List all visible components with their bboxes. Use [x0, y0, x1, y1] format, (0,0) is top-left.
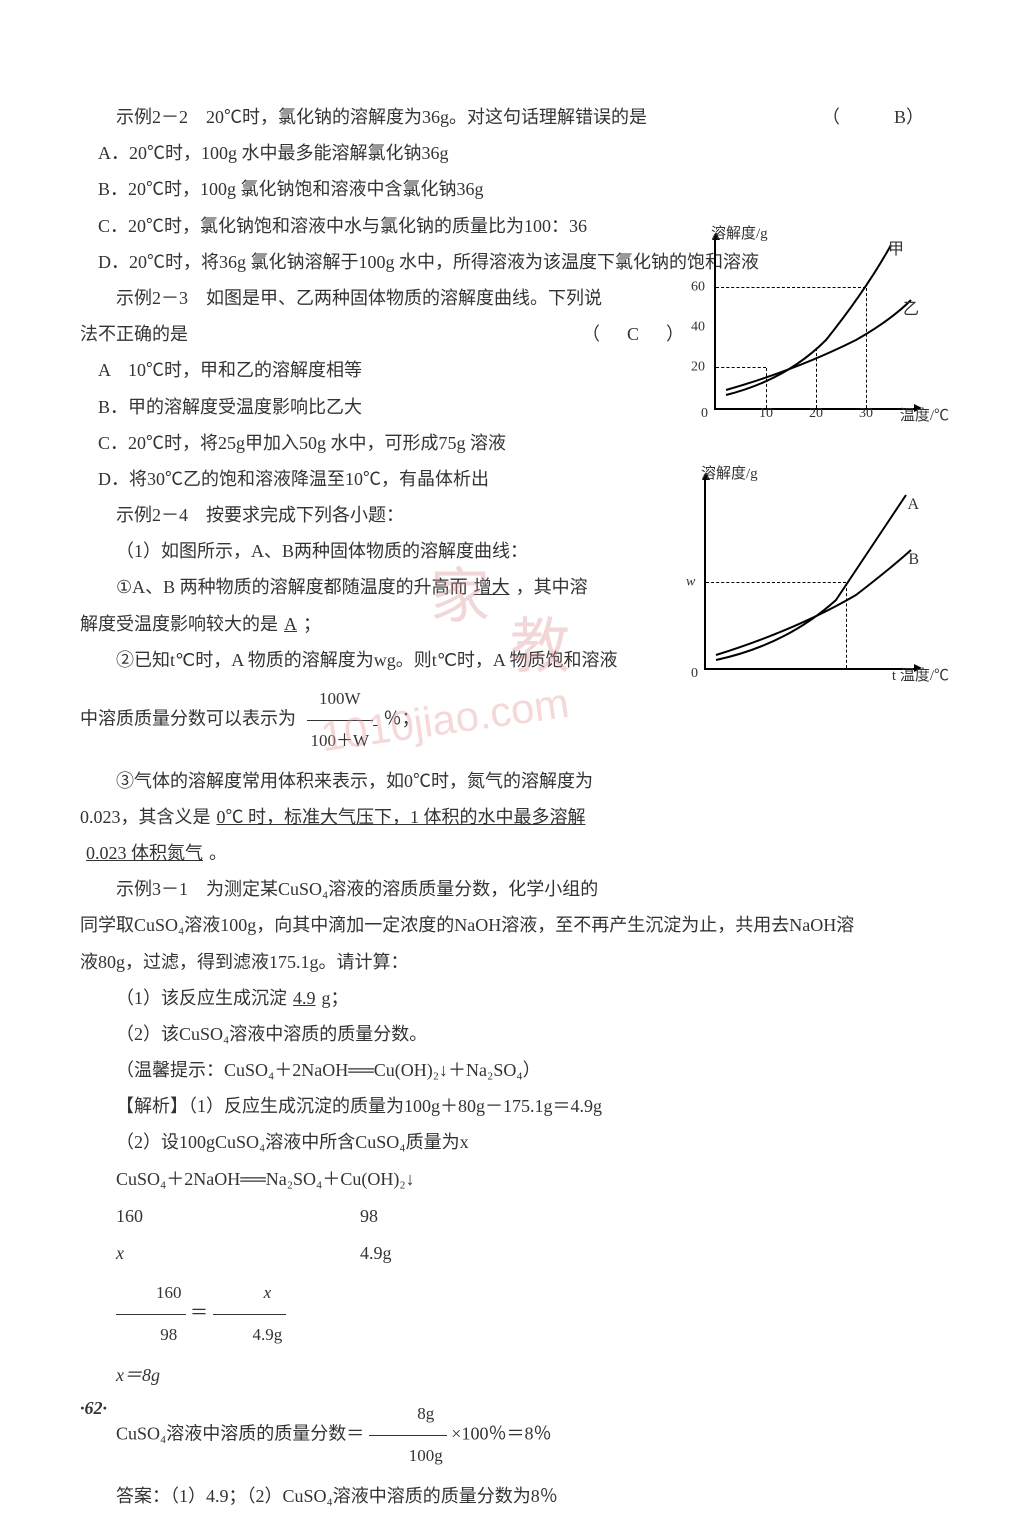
calc-v1: x: [80, 1236, 360, 1270]
ex3-1-q1-ans: 4.9: [287, 988, 322, 1008]
ex2-2-optA: A．20℃时，100g 水中最多能溶解氯化钠36g: [80, 136, 944, 170]
result-frac-tail: ×100％＝8％: [451, 1423, 551, 1443]
ex2-2-optB: B．20℃时，100g 氯化钠饱和溶液中含氯化钠36g: [80, 172, 944, 206]
final-answer: 答案：（1）4.9；（2）CuSO₄溶液中溶质的质量分数为8％: [80, 1479, 944, 1513]
chart1-curve-jia: 甲: [888, 235, 904, 265]
calc-m1: 160: [80, 1199, 360, 1233]
ex2-4-frac-num: 100W: [307, 679, 374, 721]
ex2-4-q3ans2-line: 0.023 体积氮气。: [80, 836, 944, 870]
solubility-chart-1: 溶解度/g 温度/℃ 0 20 40 60 10 20 30 甲 乙: [714, 240, 914, 410]
ex2-4-q1c-ans: A: [278, 614, 303, 634]
answer-2-3: C: [618, 317, 648, 351]
chart2-origin: 0: [691, 661, 698, 688]
ex2-4-q1a-ans: 增大: [468, 577, 516, 597]
ex2-3-header2: 法不正确的是: [80, 324, 188, 344]
ex2-4-q2b: 中溶质质量分数可以表示为: [80, 708, 296, 728]
ratio-den2: 4.9g: [213, 1315, 287, 1356]
ex3-1-q1-unit: g；: [322, 988, 349, 1008]
ex3-1-q1: （1）该反应生成沉淀: [116, 988, 287, 1008]
chart1-ytick-20: 20: [691, 355, 705, 382]
chart1-origin: 0: [701, 401, 708, 428]
ex3-1-q2: （2）该CuSO₄溶液中溶质的质量分数。: [80, 1017, 944, 1051]
ex3-1-analysis-line: 【解析】（1）反应生成沉淀的质量为100g＋80g－175.1g＝4.9g: [80, 1089, 944, 1123]
ratio-num1: 160: [116, 1273, 186, 1315]
result-frac-label: CuSO₄溶液中溶质的质量分数＝: [116, 1423, 364, 1443]
ratio-num2: x: [213, 1273, 287, 1315]
chart1-ytick-60: 60: [691, 275, 705, 302]
ratio-frac1: 160 98: [116, 1273, 186, 1356]
ex3-1-hint: （温馨提示：CuSO₄＋2NaOH══Cu(OH)₂↓＋Na₂SO₄）: [80, 1053, 944, 1087]
ex3-1-eq: CuSO₄＋2NaOH══Na₂SO₄＋Cu(OH)₂↓: [80, 1162, 944, 1196]
ex2-4-frac-den: 100＋W: [307, 721, 374, 762]
result-x: x＝8g: [80, 1358, 944, 1392]
ex3-1-a2: （2）设100gCuSO₄溶液中所含CuSO₄质量为x: [80, 1125, 944, 1159]
ex2-4-frac: 100W 100＋W: [307, 679, 374, 762]
ex3-1-a1: （1）反应生成沉淀的质量为100g＋80g－175.1g＝4.9g: [188, 1096, 602, 1116]
ex3-1-line2: 同学取CuSO₄溶液100g，向其中滴加一定浓度的NaOH溶液，至不再产生沉淀为…: [80, 908, 944, 942]
result-frac-den: 100g: [369, 1436, 447, 1477]
ex2-2-header: 示例2－2 20℃时，氯化钠的溶解度为36g。对这句话理解错误的是 （ B ）: [80, 100, 944, 134]
page-content: 示例2－2 20℃时，氯化钠的溶解度为36g。对这句话理解错误的是 （ B ） …: [80, 100, 944, 1513]
calc-m2: 98: [360, 1199, 510, 1233]
chart2-curves: [706, 480, 916, 670]
answer-2-2: B: [858, 100, 888, 134]
ex2-4-q3b: 0.023，其含义是: [80, 807, 211, 827]
ex2-4-q1d: ；: [303, 614, 321, 634]
ex2-4-frac-wrap: 100W 100＋W: [301, 708, 384, 728]
ex2-4-q1a: ①A、B 两种物质的溶解度都随温度的升高而: [116, 577, 468, 597]
chart1-curve-yi: 乙: [903, 295, 919, 325]
chart1-curves: [716, 240, 916, 410]
ex3-1-line3: 液80g，过滤，得到滤液175.1g。请计算：: [80, 945, 944, 979]
ex2-4-q2c: ％；: [384, 708, 420, 728]
ex3-1-analysis-label: 【解析】: [116, 1096, 188, 1116]
chart1-ytick-40: 40: [691, 315, 705, 342]
ratio-den1: 98: [116, 1315, 186, 1356]
answer-paren-2-3: （ C ）: [582, 317, 684, 351]
result-frac: 8g 100g: [369, 1394, 447, 1477]
ex2-4-q1c: 解度受温度影响较大的是: [80, 614, 278, 634]
result-frac-num: 8g: [369, 1394, 447, 1436]
answer-paren-2-2: （ B ）: [786, 100, 924, 134]
ex2-4-q1b: ，其中溶: [516, 577, 588, 597]
ex2-4-q3ans1: 0℃ 时，标准大气压下，1 体积的水中最多溶解: [211, 807, 592, 827]
chart2-ytick-w: w: [686, 570, 695, 597]
ratio-line: 160 98 ＝ x 4.9g: [80, 1273, 944, 1356]
ex2-3-optC: C．20℃时，将25g甲加入50g 水中，可形成75g 溶液: [80, 426, 944, 460]
chart2-curve-B: B: [908, 545, 919, 575]
page-number: ·62·: [80, 1391, 107, 1425]
ex2-4-q3a: ③气体的溶解度常用体积来表示，如0℃时，氮气的溶解度为: [80, 764, 944, 798]
ex2-4-q3c: 。: [209, 843, 227, 863]
ex3-1-q1-line: （1）该反应生成沉淀4.9g；: [80, 981, 944, 1015]
calc-row-2: x 4.9g: [80, 1236, 944, 1270]
ex2-3-text: 示例2－3 如图是甲、乙两种固体物质的溶解度曲线。下列说: [116, 288, 602, 308]
ex2-2-optC: C．20℃时，氯化钠饱和溶液中水与氯化钠的质量比为100：36: [80, 209, 944, 243]
result-frac-line: CuSO₄溶液中溶质的质量分数＝ 8g 100g ×100％＝8％: [80, 1394, 944, 1477]
chart2-curve-A: A: [907, 490, 919, 520]
ex2-4-q2b-line: 中溶质质量分数可以表示为 100W 100＋W ％；: [80, 679, 944, 762]
ex3-1-header: 示例3－1 为测定某CuSO₄溶液的溶质质量分数，化学小组的: [80, 872, 944, 906]
calc-row-1: 160 98: [80, 1199, 944, 1233]
ex2-2-text: 示例2－2 20℃时，氯化钠的溶解度为36g。对这句话理解错误的是: [116, 107, 647, 127]
ex2-4-q3ans2: 0.023 体积氮气: [80, 843, 209, 863]
calc-v2: 4.9g: [360, 1236, 510, 1270]
solubility-chart-2: 溶解度/g t 温度/℃ 0 w A B: [704, 480, 914, 670]
ex2-4-q3b-line: 0.023，其含义是0℃ 时，标准大气压下，1 体积的水中最多溶解: [80, 800, 944, 834]
ratio-frac2: x 4.9g: [213, 1273, 287, 1356]
